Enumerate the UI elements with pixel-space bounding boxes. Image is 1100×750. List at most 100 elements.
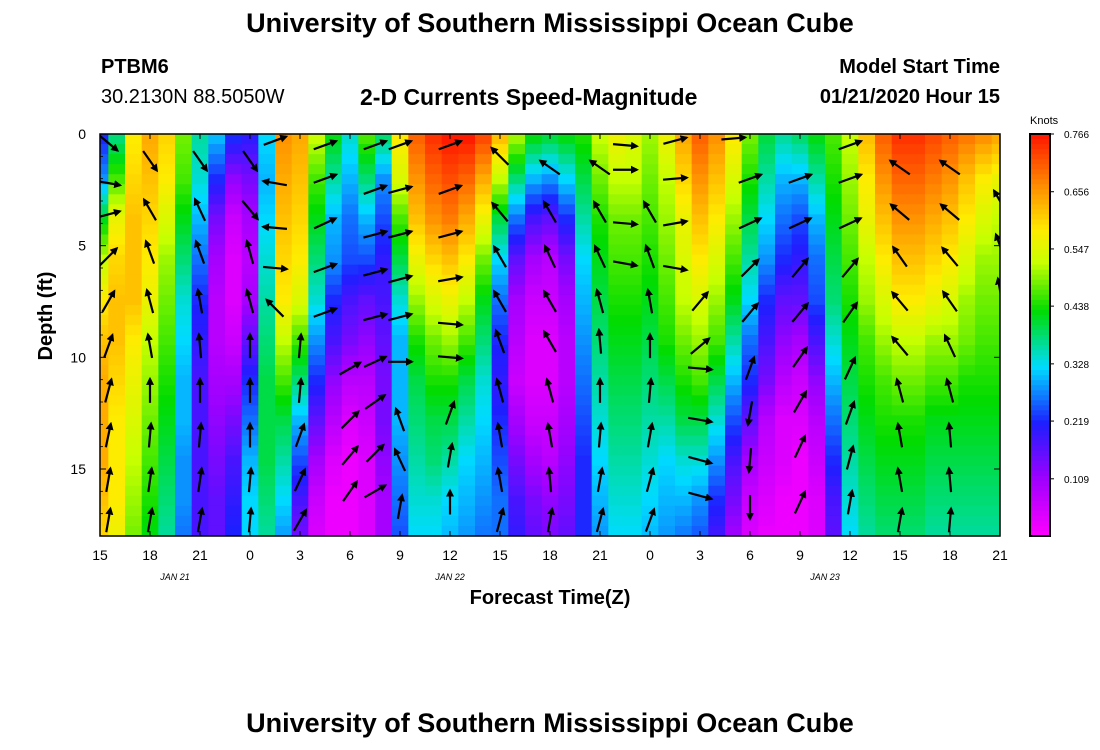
current-arrow [105,466,114,493]
heat-cell [608,425,626,437]
current-arrow [644,243,656,269]
heat-cell [825,485,843,497]
heat-cell [958,304,976,316]
heat-cell [108,525,126,536]
heat-cell [408,405,426,416]
heat-cell [125,445,143,457]
heat-cell [100,475,109,487]
heat-cell [791,505,809,517]
heat-cell [875,224,893,236]
heat-cell [958,244,976,256]
heat-cell [741,304,759,316]
heat-cell [625,345,643,356]
heat-cell [925,134,943,145]
heat-cell [808,415,826,427]
heat-cell [608,495,626,507]
current-arrow [994,232,1000,249]
heat-cell [425,164,443,175]
heat-cell [108,395,126,406]
heat-cell [791,324,809,336]
heat-cell [425,244,443,256]
heat-cell [208,264,226,276]
heat-cell [891,395,909,406]
heat-cell [775,174,793,185]
heat-cell [575,445,593,457]
heat-cell [108,234,126,246]
heat-cell [708,324,726,336]
heat-cell [258,465,276,477]
heat-cell [208,515,226,527]
heat-cell [841,194,859,205]
heat-cell [441,194,459,205]
heat-cell [758,134,776,145]
heat-cell [208,284,226,296]
heat-cell [691,345,709,356]
heat-cell [708,194,726,205]
heat-cell [158,134,176,145]
heat-cell [108,515,126,527]
heat-cell [458,144,476,155]
heat-cell [575,234,593,246]
heat-cell [775,495,793,507]
heat-cell [558,515,576,527]
heat-cell [308,345,326,356]
x-tick-label: 18 [542,547,558,563]
heat-cell [558,214,576,226]
heat-cell [408,284,426,296]
heat-cell [358,375,376,386]
heat-cell [341,405,359,416]
heat-cell [741,264,759,276]
heat-cell [858,144,876,155]
colorbar-segment [1030,380,1050,386]
heat-cell [100,294,109,306]
heat-cell [875,335,893,346]
heat-cell [425,505,443,517]
heat-cell [275,314,293,326]
heat-cell [908,515,926,527]
heat-cell [841,214,859,226]
heat-cell [225,525,243,536]
heat-cell [375,415,393,427]
x-tick-label: 3 [696,547,704,563]
heat-cell [558,254,576,266]
heat-cell [591,525,609,536]
heat-cell [491,375,509,386]
heat-cell [100,355,109,366]
heat-cell [758,365,776,376]
heat-cell [725,224,743,236]
colorbar-segment [1030,239,1050,246]
heat-cell [125,355,143,366]
heat-cell [658,304,676,316]
heat-cell [708,415,726,427]
heat-cell [825,244,843,256]
heat-cell [808,224,826,236]
heat-cell [875,455,893,467]
heat-cell [325,465,343,477]
heat-cell [108,405,126,416]
heat-cell [991,365,1000,376]
heat-cell [375,194,393,205]
heat-cell [625,194,643,205]
heat-cell [575,184,593,195]
date-label: JAN 23 [809,572,840,582]
heat-cell [100,375,109,386]
heat-cell [691,385,709,396]
heat-cell [208,294,226,306]
heat-cell [608,304,626,316]
heat-cell [408,505,426,517]
heat-cell [425,465,443,477]
heat-cell [675,345,693,356]
heat-cell [358,525,376,536]
heat-cell [308,144,326,155]
heat-cell [991,455,1000,467]
heat-cell [125,475,143,487]
heat-cell [391,284,409,296]
heat-cell [491,164,509,175]
heat-cell [858,314,876,326]
heat-cell [491,425,509,437]
heat-cell [858,234,876,246]
heat-cell [791,264,809,276]
heat-cell [891,314,909,326]
colorbar-segment [1030,530,1050,537]
heat-cell [541,355,559,366]
